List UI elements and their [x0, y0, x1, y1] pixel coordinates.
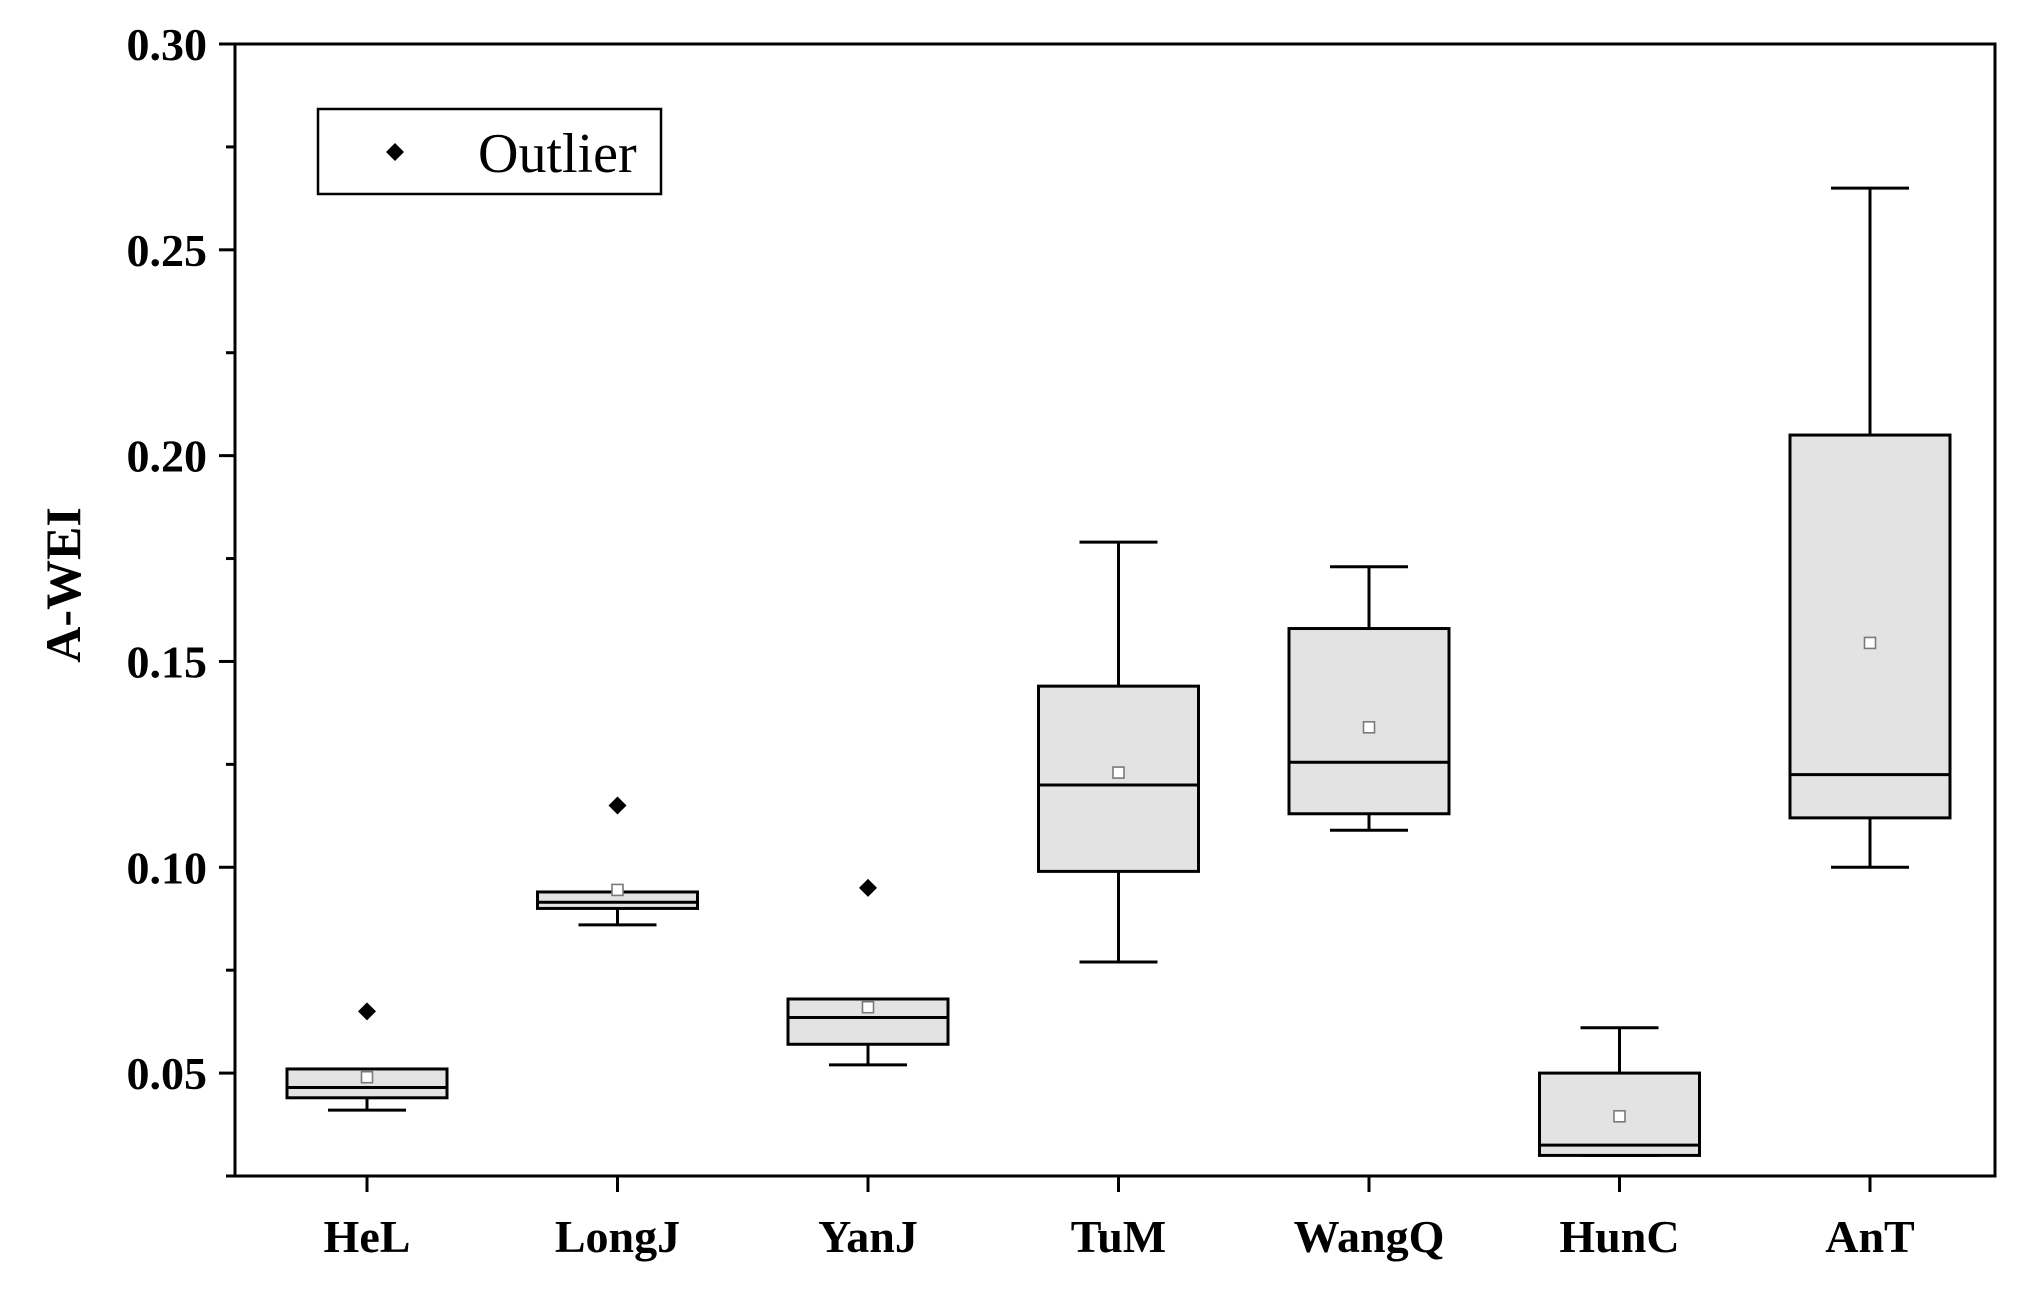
iqr-box [1538, 1071, 1701, 1157]
mean-marker [1613, 1110, 1626, 1123]
mean-marker [1112, 766, 1125, 779]
y-axis-title: A-WEI [35, 507, 91, 663]
mean-marker [1362, 721, 1376, 734]
box-wangq [1287, 565, 1451, 832]
mean-marker [861, 1000, 875, 1014]
box-longj [536, 796, 699, 927]
x-tick-label: AnT [1825, 1211, 1914, 1262]
iqr-box [786, 997, 950, 1046]
y-tick-label: 0.30 [127, 19, 208, 70]
outlier-marker [859, 878, 877, 897]
box-hunc [1538, 1026, 1701, 1157]
outlier-marker [608, 796, 627, 815]
box-yanj [786, 878, 950, 1067]
y-tick-label: 0.05 [127, 1048, 208, 1099]
y-tick-label: 0.20 [127, 431, 208, 482]
x-tick-label: YanJ [818, 1211, 918, 1262]
x-tick-label: HunC [1559, 1211, 1679, 1262]
y-tick-label: 0.10 [127, 842, 208, 893]
y-tick-label: 0.25 [127, 225, 208, 276]
mean-marker [611, 883, 624, 897]
y-axis-ticks: 0.05 0.10 0.15 0.20 0.25 0.30 [127, 19, 235, 1178]
box-ant [1788, 186, 1952, 869]
box-series [285, 186, 1952, 1157]
iqr-box [1788, 433, 1952, 820]
x-tick-label: WangQ [1294, 1211, 1445, 1262]
x-tick-label: HeL [324, 1211, 411, 1262]
legend-label: Outlier [478, 123, 637, 185]
x-tick-label: LongJ [555, 1211, 680, 1262]
outlier-marker [358, 1002, 376, 1021]
plot-frame [233, 42, 1997, 1178]
legend-box [316, 107, 663, 196]
box-tum [1037, 540, 1200, 964]
x-axis-ticks: HeL LongJ YanJ TuM WangQ HunC AnT [324, 1176, 1915, 1262]
legend-outlier-marker [386, 143, 404, 161]
mean-marker [1863, 636, 1877, 650]
x-tick-label: TuM [1071, 1211, 1166, 1262]
box-hel [285, 1002, 449, 1112]
y-tick-label: 0.15 [127, 636, 208, 687]
mean-marker [360, 1070, 374, 1084]
legend: Outlier [316, 107, 663, 196]
